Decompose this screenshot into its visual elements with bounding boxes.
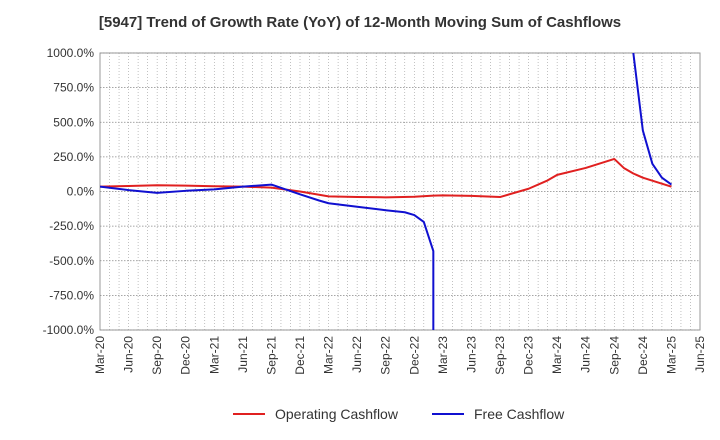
y-tick-label: -250.0%: [49, 219, 94, 233]
series-layer: [100, 53, 673, 330]
y-axis-tick-labels: 1000.0% 750.0% 500.0% 250.0% 0.0% -250.0% -500…: [43, 46, 95, 337]
series-line: [100, 157, 672, 199]
x-tick-label: Jun-20: [122, 336, 136, 373]
y-tick-label: -750.0%: [49, 288, 94, 302]
legend: Operating Cashflow Free Cashflow: [233, 406, 565, 422]
x-tick-label: Jun-25: [693, 336, 707, 373]
x-tick-label: Jun-23: [464, 336, 478, 373]
y-tick-label: 250.0%: [53, 150, 94, 164]
x-tick-label: Mar-22: [322, 336, 336, 374]
x-tick-label: Mar-20: [93, 336, 107, 374]
y-tick-label: -500.0%: [49, 254, 94, 268]
x-tick-label: Dec-24: [636, 336, 650, 375]
legend-label: Operating Cashflow: [275, 406, 399, 422]
y-tick-label: 0.0%: [67, 185, 95, 199]
x-tick-label: Sep-21: [264, 336, 278, 375]
x-tick-label: Sep-20: [150, 336, 164, 375]
y-tick-label: 1000.0%: [47, 46, 95, 60]
x-tick-label: Jun-22: [350, 336, 364, 373]
series-line: [632, 53, 673, 186]
x-tick-label: Sep-24: [607, 336, 621, 375]
x-tick-label: Sep-23: [493, 336, 507, 375]
chart-title: [5947] Trend of Growth Rate (YoY) of 12-…: [98, 14, 622, 31]
x-axis-tick-labels: Mar-20 Jun-20 Sep-20 Dec-20 Mar-21 Jun-21 Sep-…: [93, 336, 707, 375]
x-tick-label: Mar-21: [207, 336, 221, 374]
x-tick-label: Dec-21: [293, 336, 307, 375]
x-tick-label: Mar-24: [550, 336, 564, 374]
series-line: [100, 183, 435, 330]
x-tick-label: Mar-25: [664, 336, 678, 374]
x-tick-label: Dec-22: [407, 336, 421, 375]
x-tick-label: Jun-24: [579, 336, 593, 373]
x-tick-label: Sep-22: [379, 336, 393, 375]
x-tick-label: Mar-23: [436, 336, 450, 374]
x-tick-label: Dec-20: [179, 336, 193, 375]
legend-label: Free Cashflow: [474, 406, 565, 422]
y-tick-label: 500.0%: [53, 115, 94, 129]
y-tick-label: -1000.0%: [43, 323, 95, 337]
y-tick-label: 750.0%: [53, 81, 94, 95]
x-tick-label: Jun-21: [236, 336, 250, 373]
x-tick-label: Dec-23: [522, 336, 536, 375]
